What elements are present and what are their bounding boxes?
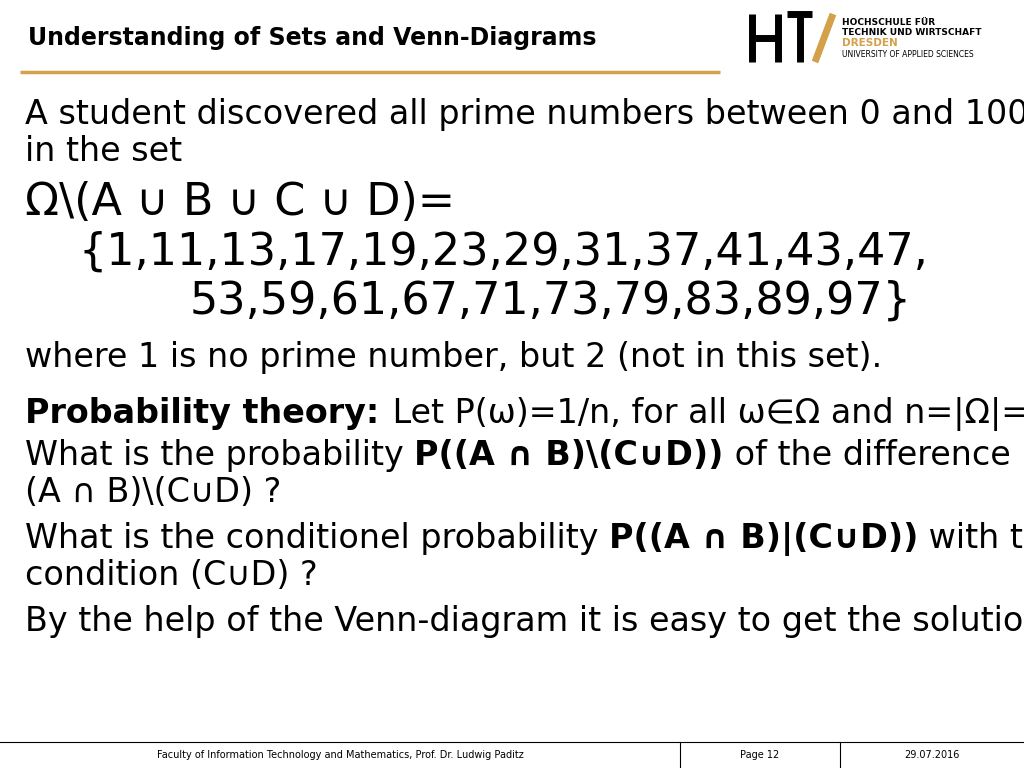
Text: What is the probability: What is the probability: [25, 439, 415, 472]
Text: (A ∩ B)\(C∪D) ?: (A ∩ B)\(C∪D) ?: [25, 476, 282, 509]
Text: HOCHSCHULE FÜR: HOCHSCHULE FÜR: [842, 18, 935, 27]
Text: P((A ∩ B)\(C∪D)): P((A ∩ B)\(C∪D)): [415, 439, 724, 472]
Text: P((A ∩ B)|(C∪D)): P((A ∩ B)|(C∪D)): [609, 522, 919, 556]
Text: where 1 is no prime number, but 2 (not in this set).: where 1 is no prime number, but 2 (not i…: [25, 341, 883, 374]
Text: {1,11,13,17,19,23,29,31,37,41,43,47,: {1,11,13,17,19,23,29,31,37,41,43,47,: [78, 230, 928, 273]
Text: in the set: in the set: [25, 135, 182, 168]
Text: 53,59,61,67,71,73,79,83,89,97}: 53,59,61,67,71,73,79,83,89,97}: [190, 280, 912, 323]
Text: Faculty of Information Technology and Mathematics, Prof. Dr. Ludwig Paditz: Faculty of Information Technology and Ma…: [157, 750, 523, 760]
Text: A student discovered all prime numbers between 0 and 100: A student discovered all prime numbers b…: [25, 98, 1024, 131]
Text: UNIVERSITY OF APPLIED SCIENCES: UNIVERSITY OF APPLIED SCIENCES: [842, 50, 974, 59]
Text: with the: with the: [919, 522, 1024, 555]
Text: of the difference: of the difference: [724, 439, 1011, 472]
Text: DRESDEN: DRESDEN: [842, 38, 898, 48]
Text: Understanding of Sets and Venn-Diagrams: Understanding of Sets and Venn-Diagrams: [28, 26, 597, 50]
Text: What is the conditionel probability: What is the conditionel probability: [25, 522, 609, 555]
Text: Probability theory:: Probability theory:: [25, 397, 379, 430]
Text: By the help of the Venn-diagram it is easy to get the solution.: By the help of the Venn-diagram it is ea…: [25, 605, 1024, 637]
Text: Let P(ω)=1/n, for all ω∈Ω and n=|Ω|=101: Let P(ω)=1/n, for all ω∈Ω and n=|Ω|=101: [382, 397, 1024, 431]
Text: 29.07.2016: 29.07.2016: [904, 750, 959, 760]
Text: TECHNIK UND WIRTSCHAFT: TECHNIK UND WIRTSCHAFT: [842, 28, 981, 37]
Text: Ω\(A ∪ B ∪ C ∪ D)=: Ω\(A ∪ B ∪ C ∪ D)=: [25, 180, 455, 223]
Text: Page 12: Page 12: [740, 750, 779, 760]
Text: condition (C∪D) ?: condition (C∪D) ?: [25, 559, 317, 592]
